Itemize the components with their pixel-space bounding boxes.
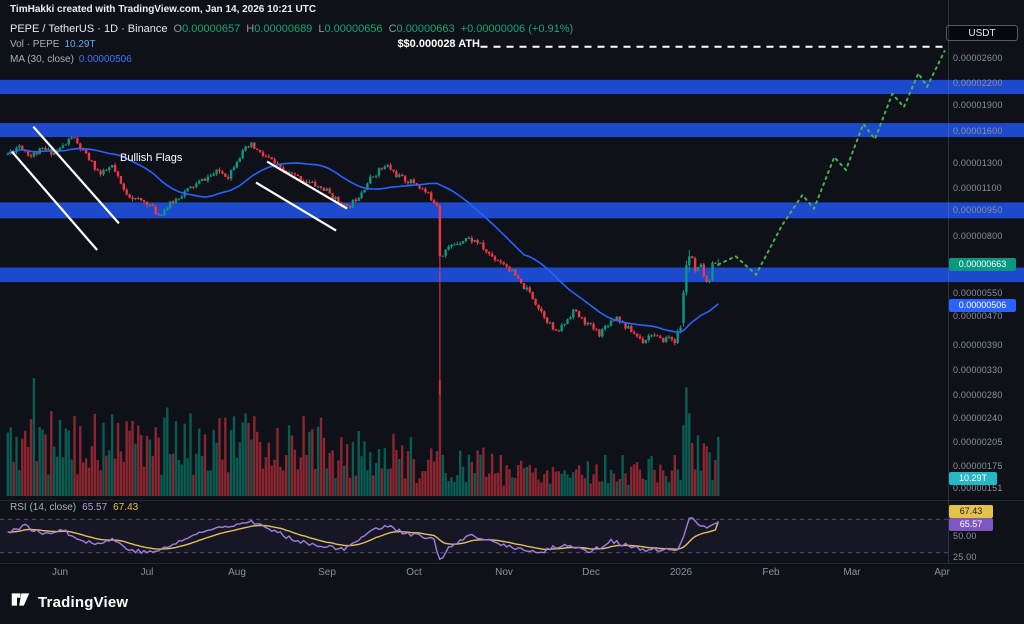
change-value: +0.00000006 (+0.91%) [460,23,574,35]
ohlc-close-label: C [388,23,397,35]
rsi-legend-row[interactable]: RSI (14, close) 65.57 67.43 [10,502,138,513]
price-axis-label: 0.00000280 [953,390,1003,400]
time-axis-label: Oct [406,567,422,578]
ohlc-high-value: 0.00000689 [254,23,313,35]
ma-legend-row[interactable]: MA (30, close) 0.00000506 [10,52,573,67]
ohlc-high-label: H [246,23,255,35]
ohlc-close-value: 0.00000663 [396,23,455,35]
rsi-value-badge: 65.57 [949,518,993,531]
time-axis-label: Jun [51,567,69,578]
symbol-legend-row[interactable]: PEPE / TetherUS · 1D · Binance O 0.000006… [10,22,573,37]
rsi-legend-value: 65.57 [82,502,108,513]
price-axis-label: 0.00000470 [953,311,1003,321]
price-axis-separator [948,0,949,563]
rsi-ma-legend-value: 67.43 [113,502,139,513]
supply-demand-zones[interactable] [0,79,1024,283]
time-axis-label: Apr [934,567,950,578]
time-axis-label: Aug [228,567,246,578]
price-axis-label: 0.00000330 [953,365,1003,375]
time-axis-label: Nov [495,567,513,578]
time-axis-label: 2026 [669,567,693,578]
ohlc-open: O 0.00000657 [174,22,241,37]
tradingview-wordmark[interactable]: TradingView [38,593,129,611]
price-axis-label: 0.00001900 [953,100,1003,110]
volume-legend-row[interactable]: Vol · PEPE 10.29T [10,37,573,52]
projection-path[interactable] [717,50,946,277]
pane-separator[interactable] [0,500,1024,501]
ohlc-open-value: 0.00000657 [182,23,241,35]
footer-brand: TradingView [10,589,128,615]
tradingview-logo-icon[interactable] [10,589,31,615]
price-axis[interactable]: 0.00002600 0.00002200 0.00001900 0.00001600… [948,0,1024,563]
chart-legend: PEPE / TetherUS · 1D · Binance O 0.000006… [10,22,573,67]
ma-30-line[interactable] [7,147,719,333]
price-axis-label: 0.00000550 [953,288,1003,298]
ma-legend-value: 0.00000506 [78,54,132,65]
price-axis-label: 0.00000390 [953,340,1003,350]
ma-value-badge: 0.00000506 [949,299,1016,312]
rsi-line[interactable] [7,517,719,561]
rsi-axis-label: 25.00 [953,552,977,562]
rsi-ma-badge: 67.43 [949,505,993,518]
bullish-flags-label[interactable]: Bullish Flags [120,152,183,164]
volume-value-badge: 10.29T [949,472,997,485]
ohlc-high: H 0.00000689 [246,22,312,37]
ma-legend-label: MA (30, close) [10,54,74,65]
price-axis-label: 0.00002200 [953,78,1003,88]
last-price-badge: 0.00000663 [949,258,1016,271]
price-axis-label: 0.00001600 [953,126,1003,136]
price-axis-label: 0.00001300 [953,158,1003,168]
candlestick-series[interactable] [6,136,720,395]
ohlc-open-label: O [173,23,183,35]
volume-legend-label: Vol · PEPE [10,39,60,50]
price-axis-label: 0.00000950 [953,205,1003,215]
time-axis-label: Feb [762,567,780,578]
time-axis-label: Jul [140,567,154,578]
price-axis-label: 0.00001100 [953,183,1002,193]
price-axis-label: 0.00000240 [953,413,1003,423]
time-axis-separator [0,563,1024,564]
ath-annotation-label[interactable]: $$0.000028 ATH [397,38,480,50]
ohlc-low: L 0.00000656 [318,22,382,37]
rsi-axis-label: 50.00 [953,531,977,541]
ohlc-low-label: L [318,23,325,35]
price-axis-label: 0.00000175 [953,461,1003,471]
time-axis[interactable]: Jun Jul Aug Sep Oct Nov Dec 2026 Feb Mar Apr [0,564,962,580]
attribution-text: TimHakki created with TradingView.com, J… [10,4,317,15]
bull-flag-trendlines[interactable] [11,125,348,251]
price-axis-label: 0.00002600 [953,53,1003,63]
time-axis-label: Dec [582,567,600,578]
rsi-legend-label: RSI (14, close) [10,502,77,513]
volume-legend-value: 10.29T [64,39,96,50]
symbol-title: PEPE / TetherUS · 1D · Binance [10,23,168,35]
price-axis-label: 0.00000151 [953,483,1003,493]
ohlc-close: C 0.00000663 [389,22,455,37]
ohlc-low-value: 0.00000656 [324,23,383,35]
time-axis-label: Sep [318,567,336,578]
time-axis-label: Mar [843,567,861,578]
volume-series[interactable] [6,378,720,496]
price-axis-label: 0.00000205 [953,437,1003,447]
price-axis-label: 0.00000800 [953,231,1003,241]
price-scale-currency-button[interactable]: USDT [946,25,1018,41]
